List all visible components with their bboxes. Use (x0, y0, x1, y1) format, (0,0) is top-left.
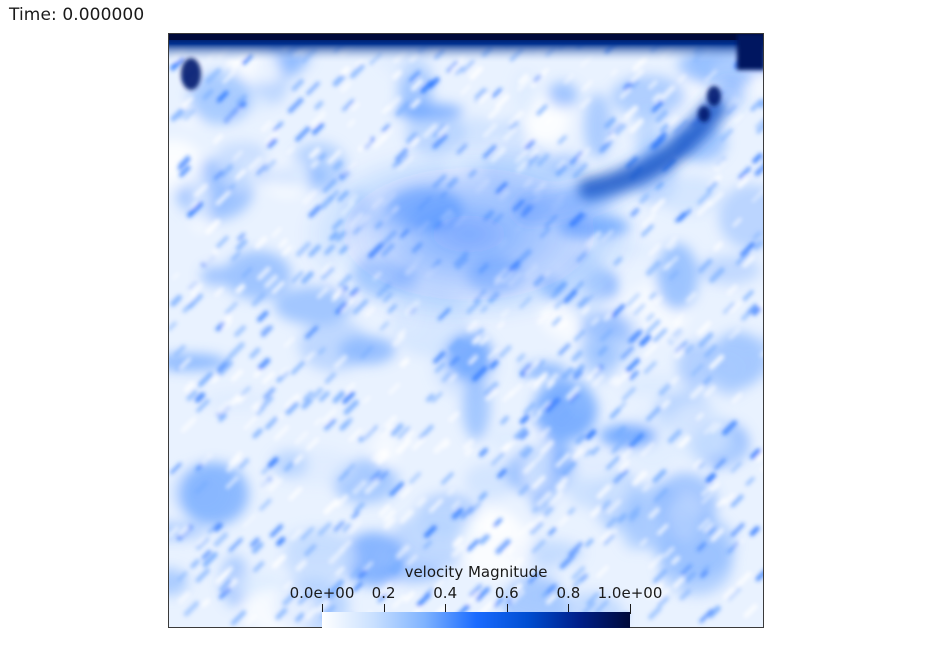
colorbar-tick-mark (384, 604, 385, 614)
velocity-field-plot[interactable] (168, 33, 764, 628)
colorbar-tick-mark (507, 604, 508, 614)
colorbar-title: velocity Magnitude (404, 563, 548, 581)
colorbar-tick-label: 1.0e+00 (597, 584, 663, 602)
colorbar-tick-mark (568, 604, 569, 614)
colorbar-tick-label: 0.0e+00 (289, 584, 355, 602)
colorbar-tick-label: 0.4 (433, 584, 458, 602)
colorbar-tick-mark (322, 604, 323, 614)
colorbar-tick-label: 0.8 (556, 584, 581, 602)
colorbar-tick-mark (630, 604, 631, 614)
time-annotation: Time: 0.000000 (9, 5, 145, 25)
velocity-field-image (169, 34, 763, 627)
colorbar-tick-label: 0.6 (494, 584, 519, 602)
colorbar (322, 612, 630, 628)
colorbar-tick-label: 0.2 (371, 584, 396, 602)
colorbar-tick-mark (445, 604, 446, 614)
